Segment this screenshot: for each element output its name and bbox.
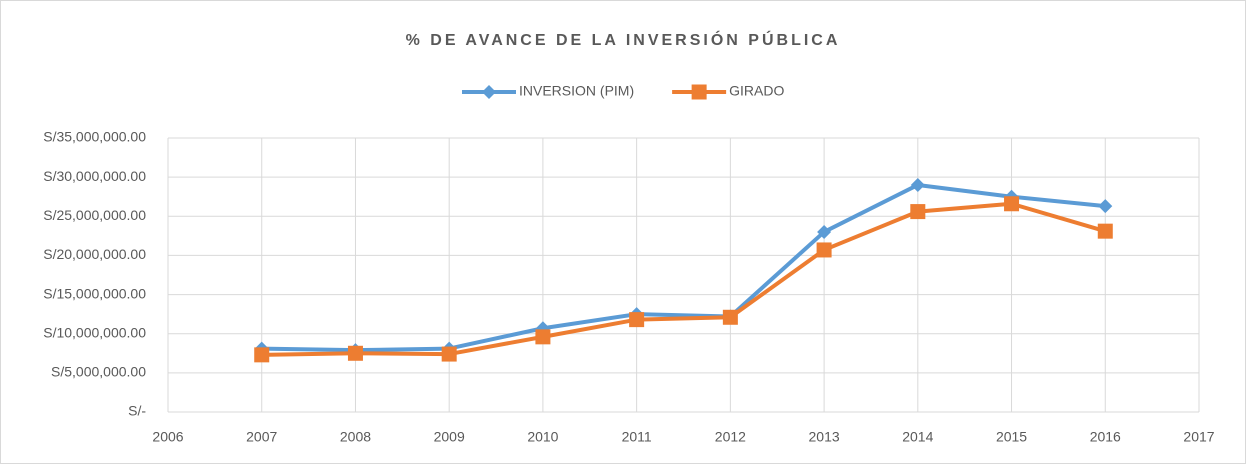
point-marker	[629, 312, 645, 328]
x-tick-label: 2007	[246, 429, 277, 445]
legend-label: GIRADO	[729, 83, 784, 99]
point-marker	[254, 347, 270, 363]
chart-title: % DE AVANCE DE LA INVERSIÓN PÚBLICA	[406, 30, 841, 49]
point-marker	[347, 345, 363, 361]
x-tick-label: 2008	[340, 429, 371, 445]
point-marker	[1004, 196, 1020, 212]
x-tick-label: 2013	[809, 429, 840, 445]
y-tick-label: S/15,000,000.00	[43, 285, 146, 301]
series-line	[261, 201, 1106, 357]
x-tick-label: 2006	[152, 429, 183, 445]
x-tick-label: 2015	[996, 429, 1027, 445]
point-marker	[441, 346, 457, 362]
y-tick-label: S/30,000,000.00	[43, 168, 146, 184]
series-line	[261, 182, 1106, 353]
legend-label: INVERSION (PIM)	[519, 83, 634, 99]
y-tick-label: S/20,000,000.00	[43, 246, 146, 262]
point-marker	[691, 84, 707, 100]
y-tick-label: S/25,000,000.00	[43, 207, 146, 223]
point-marker	[482, 85, 496, 99]
point-marker	[722, 309, 738, 325]
point-marker	[910, 177, 925, 192]
x-tick-label: 2016	[1090, 429, 1121, 445]
y-tick-label: S/10,000,000.00	[43, 324, 146, 340]
point-marker	[816, 242, 832, 258]
point-marker	[1097, 223, 1113, 239]
point-marker	[910, 204, 926, 220]
x-tick-label: 2010	[527, 429, 558, 445]
x-tick-label: 2009	[434, 429, 465, 445]
point-marker	[1098, 199, 1113, 214]
x-tick-label: 2014	[902, 429, 933, 445]
x-tick-label: 2011	[622, 429, 652, 445]
point-marker	[817, 224, 832, 239]
y-tick-label: S/35,000,000.00	[43, 129, 146, 145]
point-marker	[535, 329, 551, 345]
y-tick-label: S/-	[128, 403, 146, 419]
y-tick-label: S/5,000,000.00	[51, 364, 146, 380]
x-tick-label: 2012	[715, 429, 746, 445]
x-tick-label: 2017	[1183, 429, 1214, 445]
